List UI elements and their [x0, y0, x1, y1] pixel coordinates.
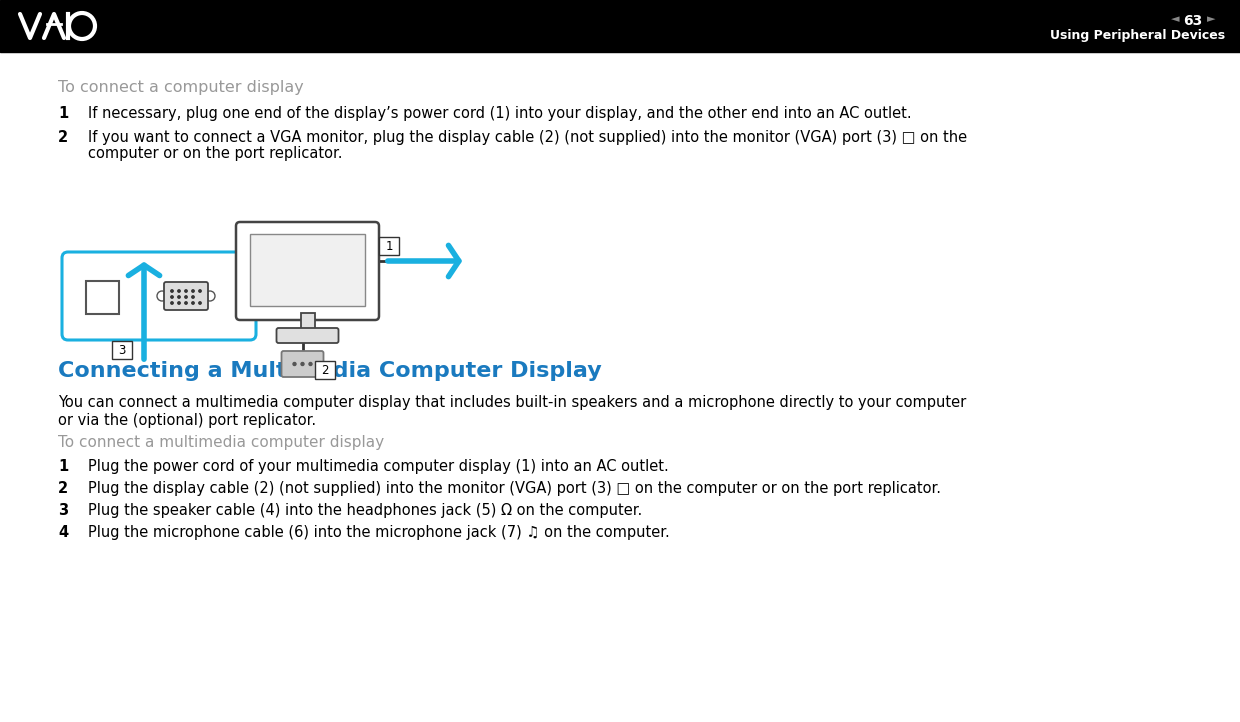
Circle shape	[171, 296, 174, 298]
Text: 1: 1	[386, 240, 393, 253]
Circle shape	[198, 302, 201, 304]
Text: If you want to connect a VGA monitor, plug the display cable (2) (not supplied) : If you want to connect a VGA monitor, pl…	[88, 130, 967, 145]
Text: Using Peripheral Devices: Using Peripheral Devices	[1050, 29, 1225, 42]
Circle shape	[177, 290, 180, 292]
Bar	[250, 234, 365, 306]
Circle shape	[185, 290, 187, 292]
Bar	[112, 341, 131, 359]
Text: Plug the speaker cable (4) into the headphones jack (5) Ω on the computer.: Plug the speaker cable (4) into the head…	[88, 503, 642, 518]
Text: 4: 4	[58, 525, 68, 540]
Text: 3: 3	[118, 344, 125, 357]
Circle shape	[198, 290, 201, 292]
Circle shape	[185, 302, 187, 304]
Bar	[0, 0, 1240, 52]
Text: To connect a computer display: To connect a computer display	[58, 80, 304, 95]
Text: 63: 63	[1183, 14, 1203, 28]
FancyBboxPatch shape	[281, 351, 324, 377]
FancyBboxPatch shape	[277, 328, 339, 343]
Text: or via the (optional) port replicator.: or via the (optional) port replicator.	[58, 413, 316, 428]
Text: 2: 2	[58, 130, 68, 145]
FancyBboxPatch shape	[62, 252, 255, 340]
Text: 3: 3	[58, 503, 68, 518]
Text: computer or on the port replicator.: computer or on the port replicator.	[88, 146, 342, 161]
Text: 1: 1	[58, 459, 68, 474]
Text: Connecting a Multimedia Computer Display: Connecting a Multimedia Computer Display	[58, 361, 601, 381]
Circle shape	[192, 296, 195, 298]
Circle shape	[309, 362, 312, 365]
Text: To connect a multimedia computer display: To connect a multimedia computer display	[58, 435, 384, 450]
FancyBboxPatch shape	[236, 222, 379, 320]
Text: ◄: ◄	[1171, 14, 1179, 24]
Bar	[300, 313, 315, 333]
Circle shape	[192, 302, 195, 304]
Circle shape	[293, 362, 296, 365]
Text: 2: 2	[58, 481, 68, 496]
Circle shape	[171, 290, 174, 292]
Text: If necessary, plug one end of the display’s power cord (1) into your display, an: If necessary, plug one end of the displa…	[88, 106, 911, 121]
Bar	[379, 237, 399, 255]
Circle shape	[301, 362, 304, 365]
Bar	[86, 281, 119, 314]
Text: Plug the microphone cable (6) into the microphone jack (7) ♫ on the computer.: Plug the microphone cable (6) into the m…	[88, 525, 670, 540]
FancyBboxPatch shape	[164, 282, 208, 310]
Circle shape	[177, 296, 180, 298]
Circle shape	[192, 290, 195, 292]
Text: Plug the power cord of your multimedia computer display (1) into an AC outlet.: Plug the power cord of your multimedia c…	[88, 459, 668, 474]
Text: Plug the display cable (2) (not supplied) into the monitor (VGA) port (3) □ on t: Plug the display cable (2) (not supplied…	[88, 481, 941, 496]
Text: 1: 1	[58, 106, 68, 121]
Text: You can connect a multimedia computer display that includes built-in speakers an: You can connect a multimedia computer di…	[58, 395, 966, 410]
Circle shape	[185, 296, 187, 298]
Text: ►: ►	[1207, 14, 1215, 24]
Bar	[315, 361, 335, 379]
Circle shape	[171, 302, 174, 304]
Circle shape	[177, 302, 180, 304]
Text: 2: 2	[321, 363, 329, 376]
